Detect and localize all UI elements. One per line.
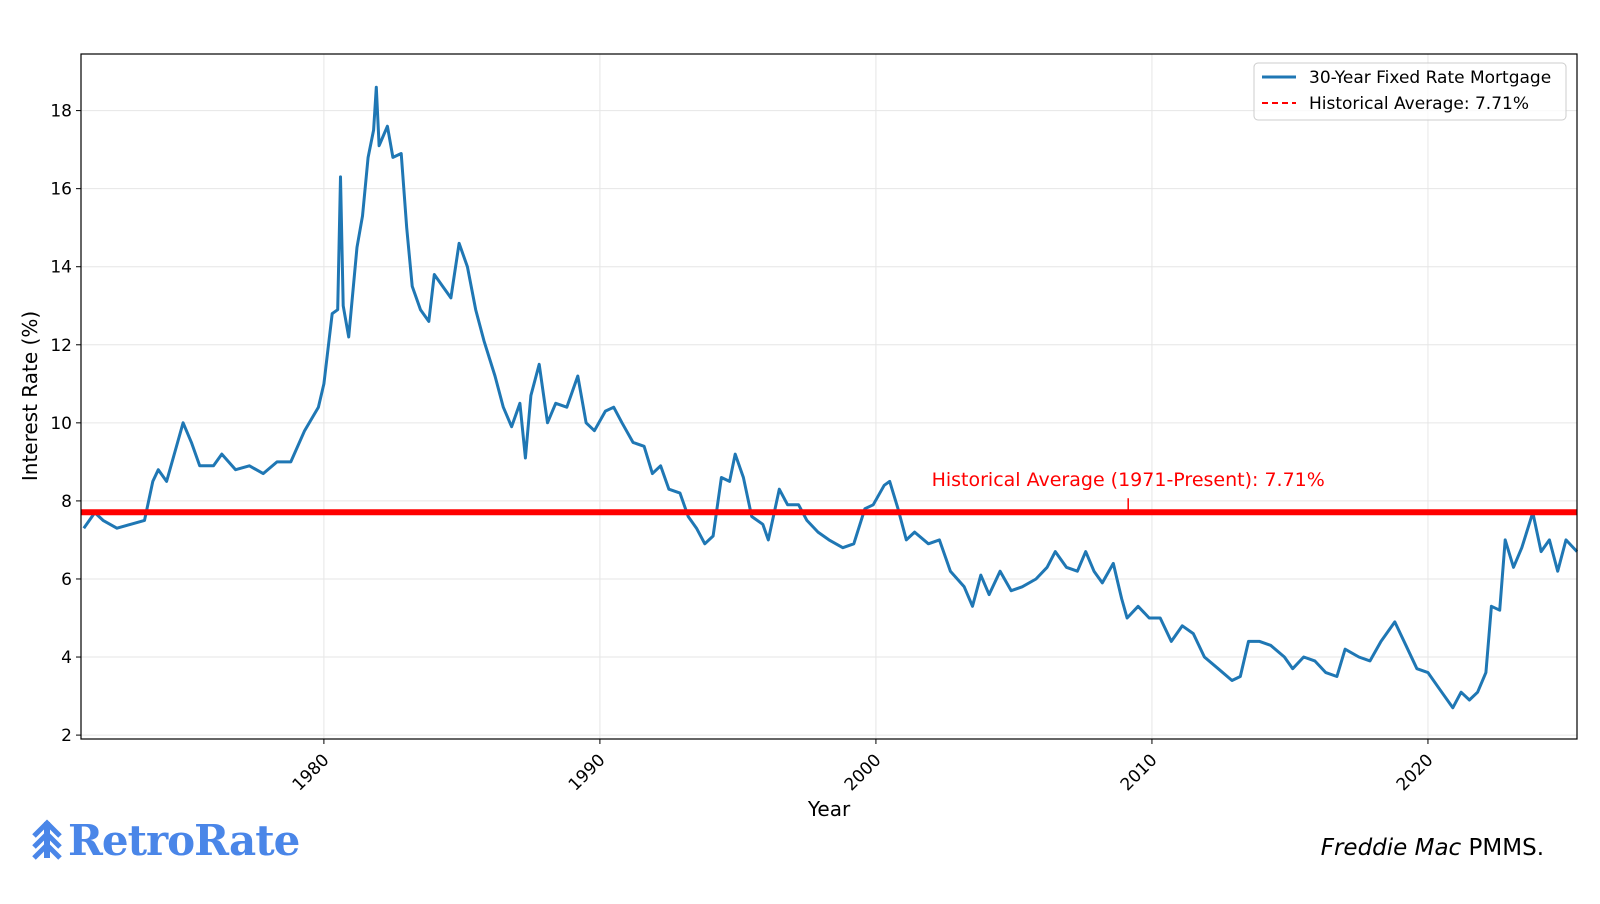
logo-icon-bar: [44, 822, 50, 858]
y-tick-label: 4: [61, 648, 72, 668]
y-tick-label: 14: [50, 258, 72, 278]
x-axis-label: Year: [807, 797, 851, 821]
legend-label: Historical Average: 7.71%: [1309, 94, 1529, 114]
annotation: Historical Average (1971-Present): 7.71%: [932, 469, 1325, 491]
y-tick-label: 6: [61, 570, 72, 590]
plot-area: [81, 85, 1579, 710]
plot-frame: [80, 53, 1578, 740]
x-tick-label: 1990: [565, 750, 610, 795]
legend-label: 30-Year Fixed Rate Mortgage: [1309, 68, 1551, 88]
x-tick-label: 2020: [1393, 750, 1438, 795]
source-text: PMMS.: [1469, 835, 1544, 861]
y-tick-label: 12: [50, 336, 72, 356]
legend-box: [1253, 62, 1567, 121]
grid: [81, 54, 1577, 739]
y-tick-label: 16: [50, 180, 72, 200]
y-tick-label: 18: [50, 102, 72, 122]
logo: RetroRate: [32, 816, 300, 865]
y-axis-label: Interest Rate (%): [18, 311, 42, 481]
y-tick-label: 10: [50, 414, 72, 434]
source-italic: Freddie Mac: [1321, 835, 1462, 861]
line-series: [82, 85, 1579, 710]
x-tick-label: 1980: [289, 750, 334, 795]
x-tick-label: 2010: [1117, 750, 1162, 795]
x-tick-label: 2000: [841, 750, 886, 795]
legend: 30-Year Fixed Rate Mortgage Historical Av…: [1253, 62, 1567, 121]
logo-text: RetroRate: [68, 816, 299, 865]
y-tick-label: 2: [61, 726, 72, 746]
y-tick-label: 8: [61, 492, 72, 512]
source: Freddie Mac PMMS.: [1321, 835, 1544, 861]
